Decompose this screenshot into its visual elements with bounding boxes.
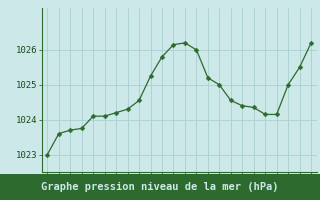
Text: Graphe pression niveau de la mer (hPa): Graphe pression niveau de la mer (hPa) bbox=[41, 182, 279, 192]
